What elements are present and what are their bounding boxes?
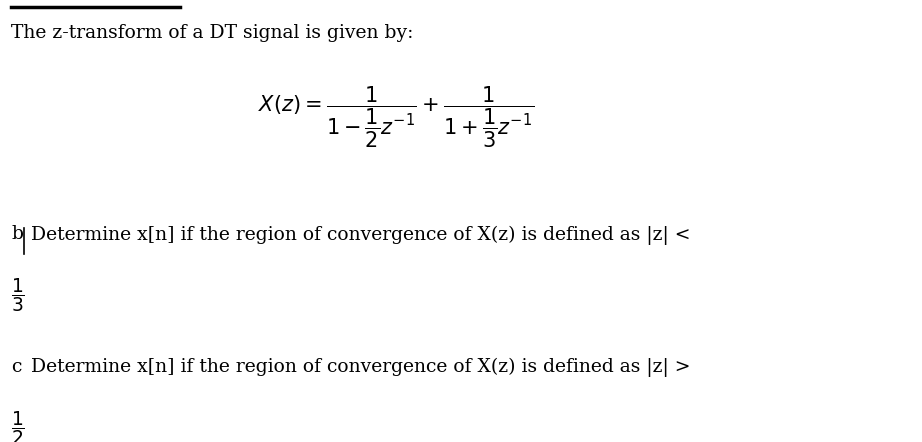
Text: $\dfrac{1}{2}$: $\dfrac{1}{2}$ bbox=[11, 409, 25, 442]
Text: $\dfrac{1}{3}$: $\dfrac{1}{3}$ bbox=[11, 276, 25, 314]
Text: b: b bbox=[11, 225, 23, 244]
Text: Determine x[n] if the region of convergence of X(z) is defined as |z| >: Determine x[n] if the region of converge… bbox=[31, 358, 691, 377]
Text: The z-transform of a DT signal is given by:: The z-transform of a DT signal is given … bbox=[11, 24, 413, 42]
Text: $X(z) = \dfrac{1}{1 - \dfrac{1}{2}z^{-1}} + \dfrac{1}{1 + \dfrac{1}{3}z^{-1}}$: $X(z) = \dfrac{1}{1 - \dfrac{1}{2}z^{-1}… bbox=[258, 84, 534, 150]
Text: c: c bbox=[11, 358, 21, 376]
Text: Determine x[n] if the region of convergence of X(z) is defined as |z| <: Determine x[n] if the region of converge… bbox=[31, 225, 691, 245]
